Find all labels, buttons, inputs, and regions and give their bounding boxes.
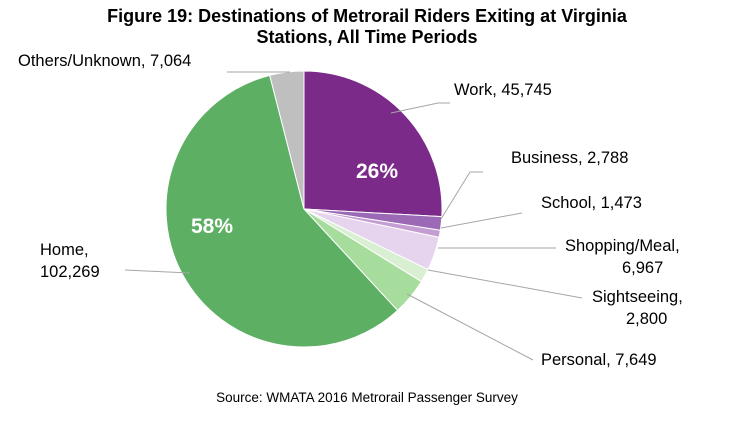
percent-labels: 26% 58% bbox=[191, 160, 398, 238]
leader-line-personal bbox=[406, 293, 534, 361]
leader-lines bbox=[124, 71, 583, 361]
slice-label-personal-line-1: Personal, 7,649 bbox=[541, 351, 657, 369]
chart-source: Source: WMATA 2016 Metrorail Passenger S… bbox=[216, 390, 518, 405]
chart-title-line-2: Stations, All Time Periods bbox=[256, 27, 477, 47]
pie-slices bbox=[165, 70, 443, 348]
leader-line-sightseeing bbox=[427, 269, 583, 299]
slice-label-work-line-1: Work, 45,745 bbox=[454, 81, 552, 99]
leader-line-work bbox=[390, 102, 450, 114]
slice-label-school-line-1: School, 1,473 bbox=[541, 194, 642, 212]
pie-slice-work bbox=[303, 70, 443, 218]
chart-title-line-1: Figure 19: Destinations of Metrorail Rid… bbox=[107, 6, 628, 26]
slice-label-others-unknown-line-1: Others/Unknown, 7,064 bbox=[18, 52, 191, 70]
pie-slice-home bbox=[165, 74, 399, 348]
leader-line-school bbox=[440, 212, 523, 229]
slice-label-sightseeing-line-1: Sightseeing, bbox=[592, 288, 683, 306]
slice-label-business-line-1: Business, 2,788 bbox=[511, 149, 628, 167]
percent-label-home: 58% bbox=[191, 215, 233, 238]
slice-label-home-line-1: Home, bbox=[40, 241, 89, 259]
slice-label-home-line-2: 102,269 bbox=[40, 263, 100, 281]
percent-label-work: 26% bbox=[356, 160, 398, 183]
slice-label-shopping-meal-line-1: Shopping/Meal, bbox=[565, 237, 680, 255]
slice-labels: Work, 45,745 Business, 2,788 School, 1,473… bbox=[18, 52, 683, 369]
slice-label-sightseeing-line-2: 2,800 bbox=[626, 310, 667, 328]
slice-label-shopping-meal-line-2: 6,967 bbox=[622, 259, 663, 277]
leader-line-home bbox=[124, 269, 191, 274]
leader-line-business bbox=[440, 171, 483, 220]
